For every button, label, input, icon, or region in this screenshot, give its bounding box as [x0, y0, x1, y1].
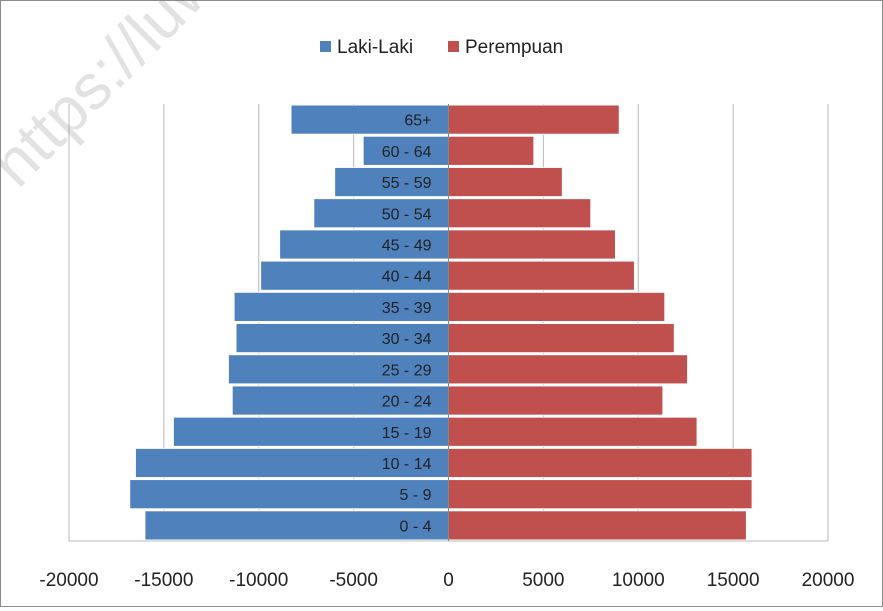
legend-swatch — [320, 41, 331, 52]
bar-female-9 — [448, 229, 616, 260]
category-label: 40 - 44 — [382, 269, 432, 286]
bar-female-13 — [448, 104, 620, 135]
category-label: 10 - 14 — [382, 456, 432, 473]
category-label: 0 - 4 — [399, 518, 431, 535]
category-label: 15 - 19 — [382, 425, 432, 442]
x-tick-label: -15000 — [134, 570, 193, 591]
x-tick-label: 20000 — [802, 570, 855, 591]
legend-label: Laki-Laki — [337, 37, 413, 58]
bar-female-6 — [448, 323, 675, 354]
category-label: 20 - 24 — [382, 394, 432, 411]
bar-male-12 — [362, 135, 449, 166]
bar-female-11 — [448, 166, 563, 198]
category-label: 25 - 29 — [382, 362, 432, 379]
bar-female-7 — [448, 291, 666, 322]
category-label: 5 - 9 — [399, 487, 431, 504]
category-labels: 0 - 4 5 - 9 10 - 14 15 - 19 20 - 24 25 - 29 30… — [382, 113, 432, 536]
category-label: 50 - 54 — [382, 206, 432, 223]
bar-male-8 — [260, 260, 449, 291]
category-label: 55 - 59 — [382, 175, 432, 192]
x-tick-label: -5000 — [329, 570, 378, 591]
x-tick-label: -20000 — [39, 570, 98, 591]
bar-female-10 — [448, 198, 592, 229]
bar-male-2 — [134, 447, 449, 479]
x-tick-label: 5000 — [522, 570, 564, 591]
bar-male-1 — [129, 479, 449, 510]
legend-swatch — [448, 41, 459, 52]
category-label: 35 - 39 — [382, 300, 432, 317]
bar-male-3 — [172, 416, 450, 447]
x-tick-label: 15000 — [707, 570, 760, 591]
category-label: 30 - 34 — [382, 331, 432, 348]
legend-label: Perempuan — [465, 37, 563, 58]
x-tick-label: 0 — [443, 570, 454, 591]
bar-female-8 — [448, 260, 635, 291]
bar-female-4 — [448, 385, 664, 416]
bar-male-5 — [227, 354, 449, 385]
bar-female-1 — [448, 479, 753, 510]
category-label: 60 - 64 — [382, 144, 432, 161]
bar-female-5 — [448, 354, 689, 385]
category-label: 45 - 49 — [382, 237, 432, 254]
bar-female-3 — [448, 416, 698, 447]
bar-female-2 — [448, 447, 753, 479]
bar-male-4 — [231, 385, 449, 416]
category-label: 65+ — [404, 113, 431, 130]
bar-male-9 — [279, 229, 449, 260]
bar-male-6 — [235, 323, 449, 354]
bar-female-0 — [448, 510, 747, 541]
bars — [129, 104, 753, 541]
legend: Laki-Laki Perempuan — [320, 37, 563, 58]
bar-male-10 — [313, 198, 449, 229]
bar-male-7 — [233, 291, 449, 322]
x-tick-label: 10000 — [612, 570, 665, 591]
x-axis: -20000 -15000 -10000 -5000 0 5000 10000 15000 20… — [39, 104, 854, 591]
bar-female-12 — [448, 135, 535, 166]
x-tick-label: -10000 — [229, 570, 288, 591]
